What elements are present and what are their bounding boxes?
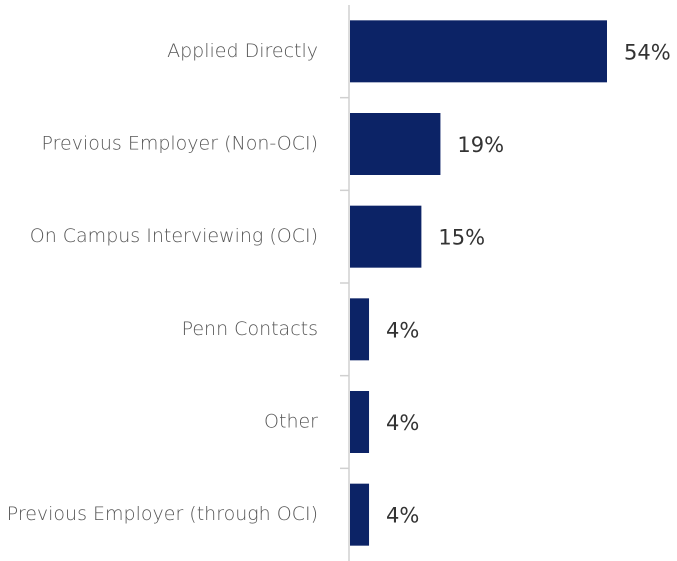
bar — [350, 391, 370, 453]
bar — [350, 113, 441, 175]
category-label: Applied Directly — [167, 40, 318, 62]
category-label: On Campus Interviewing (OCI) — [30, 225, 318, 247]
category-label: Previous Employer (Non-OCI) — [41, 133, 318, 155]
value-label: 19% — [457, 133, 504, 157]
bar — [350, 298, 370, 361]
category-label: Penn Contacts — [182, 318, 318, 340]
value-label: 4% — [386, 318, 419, 342]
value-label: 54% — [624, 40, 671, 64]
bar — [350, 205, 422, 268]
category-label: Previous Employer (through OCI) — [7, 503, 318, 525]
value-label: 15% — [438, 226, 485, 250]
bar — [350, 20, 607, 83]
bar — [350, 483, 370, 546]
value-label: 4% — [386, 411, 419, 435]
value-label: 4% — [386, 504, 419, 528]
category-label: Other — [264, 411, 318, 433]
